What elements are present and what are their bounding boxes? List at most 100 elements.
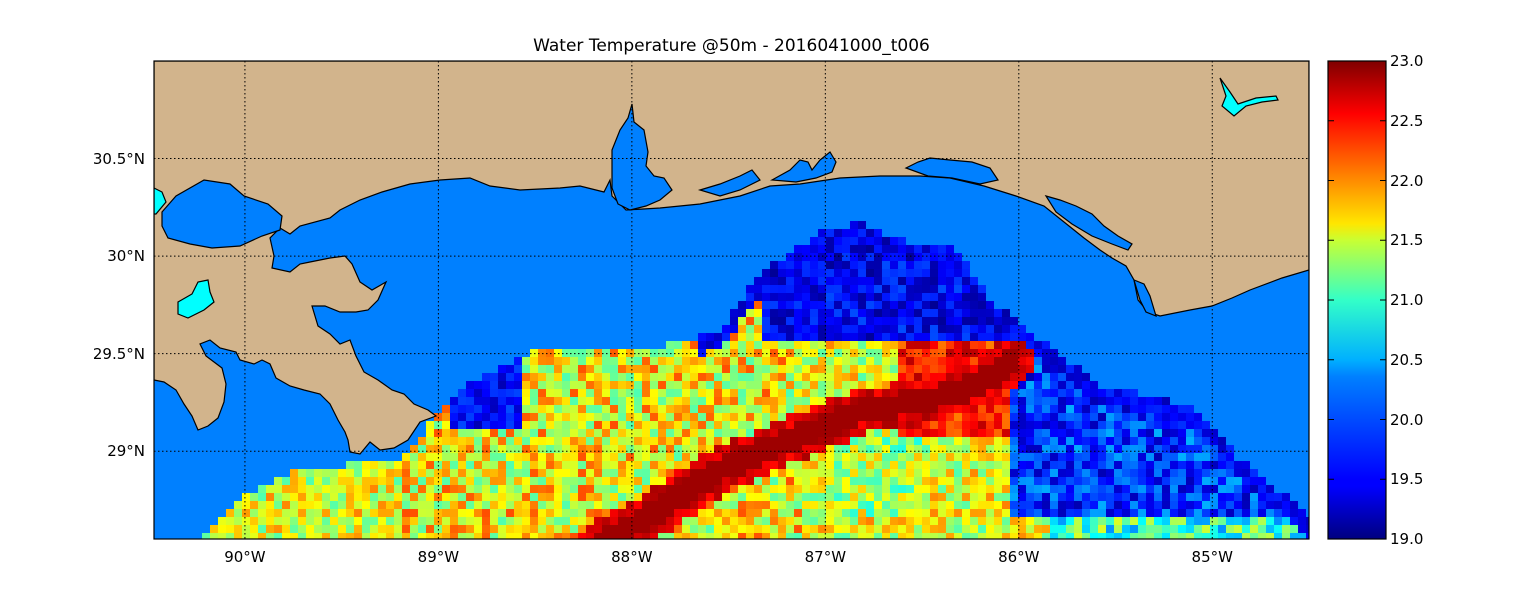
temperature-cell — [866, 533, 874, 539]
temperature-cell — [1026, 477, 1034, 485]
temperature-cell — [858, 317, 866, 325]
temperature-cell — [1242, 477, 1250, 485]
temperature-cell — [1210, 469, 1218, 477]
temperature-cell — [1186, 485, 1194, 493]
temperature-cell — [1042, 349, 1050, 357]
temperature-cell — [754, 477, 762, 485]
temperature-cell — [570, 357, 578, 365]
temperature-cell — [514, 493, 522, 501]
temperature-cell — [378, 509, 386, 517]
temperature-cell — [906, 389, 914, 397]
temperature-cell — [1218, 445, 1226, 453]
temperature-cell — [490, 517, 498, 525]
temperature-cell — [786, 277, 794, 285]
temperature-cell — [594, 461, 602, 469]
temperature-cell — [546, 501, 554, 509]
temperature-cell — [642, 413, 650, 421]
temperature-cell — [986, 389, 994, 397]
temperature-cell — [866, 501, 874, 509]
temperature-cell — [1098, 437, 1106, 445]
temperature-cell — [754, 509, 762, 517]
temperature-cell — [1146, 445, 1154, 453]
temperature-cell — [930, 245, 938, 253]
temperature-cell — [842, 477, 850, 485]
temperature-cell — [786, 317, 794, 325]
temperature-cell — [1226, 525, 1234, 533]
temperature-cell — [1258, 533, 1266, 539]
temperature-cell — [954, 397, 962, 405]
temperature-cell — [826, 373, 834, 381]
temperature-cell — [898, 253, 906, 261]
temperature-cell — [354, 461, 362, 469]
temperature-cell — [746, 501, 754, 509]
temperature-cell — [770, 397, 778, 405]
temperature-cell — [458, 485, 466, 493]
temperature-cell — [1018, 509, 1026, 517]
temperature-cell — [714, 397, 722, 405]
temperature-cell — [850, 453, 858, 461]
temperature-cell — [1162, 517, 1170, 525]
temperature-cell — [282, 509, 290, 517]
temperature-cell — [602, 429, 610, 437]
temperature-cell — [1034, 405, 1042, 413]
temperature-cell — [338, 493, 346, 501]
temperature-cell — [770, 349, 778, 357]
temperature-cell — [818, 237, 826, 245]
temperature-cell — [482, 453, 490, 461]
temperature-cell — [890, 309, 898, 317]
latitude-label: 30°N — [107, 247, 145, 266]
temperature-cell — [386, 469, 394, 477]
temperature-cell — [842, 365, 850, 373]
temperature-cell — [586, 501, 594, 509]
temperature-cell — [1074, 445, 1082, 453]
temperature-cell — [898, 381, 906, 389]
temperature-cell — [418, 461, 426, 469]
temperature-cell — [978, 525, 986, 533]
temperature-cell — [722, 501, 730, 509]
temperature-cell — [658, 453, 666, 461]
temperature-cell — [706, 373, 714, 381]
temperature-cell — [786, 517, 794, 525]
temperature-cell — [714, 469, 722, 477]
temperature-cell — [426, 509, 434, 517]
temperature-cell — [954, 469, 962, 477]
temperature-cell — [730, 381, 738, 389]
temperature-cell — [1002, 509, 1010, 517]
temperature-cell — [986, 397, 994, 405]
temperature-cell — [690, 437, 698, 445]
temperature-cell — [450, 477, 458, 485]
temperature-cell — [1010, 421, 1018, 429]
temperature-cell — [1210, 477, 1218, 485]
temperature-cell — [986, 461, 994, 469]
temperature-cell — [762, 421, 770, 429]
temperature-cell — [1162, 445, 1170, 453]
temperature-cell — [930, 397, 938, 405]
temperature-cell — [826, 405, 834, 413]
temperature-cell — [786, 397, 794, 405]
temperature-cell — [530, 381, 538, 389]
temperature-cell — [1002, 493, 1010, 501]
temperature-cell — [1162, 405, 1170, 413]
st-andrew-bay — [904, 157, 999, 185]
temperature-cell — [506, 429, 514, 437]
temperature-cell — [978, 341, 986, 349]
temperature-cell — [1154, 501, 1162, 509]
temperature-cell — [338, 533, 346, 539]
temperature-cell — [738, 341, 746, 349]
temperature-cell — [522, 453, 530, 461]
temperature-cell — [890, 285, 898, 293]
temperature-cell — [890, 405, 898, 413]
temperature-cell — [490, 397, 498, 405]
temperature-cell — [882, 493, 890, 501]
temperature-cell — [274, 525, 282, 533]
temperature-cell — [794, 445, 802, 453]
temperature-cell — [946, 261, 954, 269]
temperature-cell — [762, 485, 770, 493]
temperature-cell — [730, 493, 738, 501]
temperature-cell — [1002, 533, 1010, 539]
temperature-cell — [890, 301, 898, 309]
temperature-cell — [762, 325, 770, 333]
temperature-cell — [594, 501, 602, 509]
temperature-cell — [994, 429, 1002, 437]
temperature-cell — [1226, 509, 1234, 517]
